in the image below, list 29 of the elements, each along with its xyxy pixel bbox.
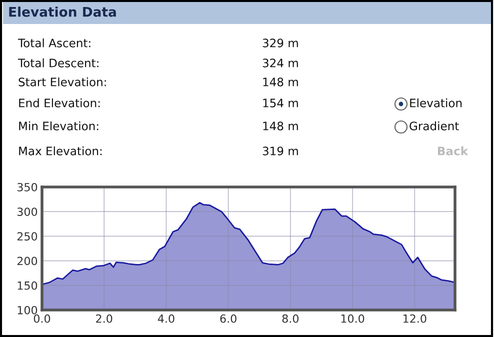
text: 324 m <box>262 58 298 68</box>
text: 154 m <box>263 98 298 108</box>
text: 329 m <box>262 38 298 48</box>
text: Total Ascent: <box>18 38 90 48</box>
text: 319 m <box>262 146 298 156</box>
x-tick-label: 10.0 <box>341 314 364 323</box>
text: Max Elevation: <box>19 146 102 156</box>
text: Back <box>438 146 468 156</box>
x-tick-label: 2.0 <box>96 314 112 323</box>
x-tick-label: 0.0 <box>34 314 50 323</box>
y-tick-label: 300 <box>17 208 38 216</box>
x-tick-label: 4.0 <box>158 314 174 323</box>
text: Elevation Data <box>9 6 116 17</box>
text: 148 m <box>263 78 298 86</box>
x-tick-label: 8.0 <box>282 314 299 323</box>
y-tick-label: 100 <box>18 306 38 314</box>
text: Elevation <box>410 98 462 108</box>
text: Start Elevation: <box>18 77 106 86</box>
text: End Elevation: <box>19 98 100 108</box>
text: Gradient <box>410 121 459 130</box>
text: 148 m <box>263 122 298 130</box>
x-tick-label: 6.0 <box>220 314 236 323</box>
y-tick-label: 350 <box>17 182 38 192</box>
y-tick-label: 150 <box>18 281 38 290</box>
text: Min Elevation: <box>19 121 98 130</box>
y-tick-label: 250 <box>17 232 38 241</box>
text: Total Descent: <box>18 58 98 68</box>
x-tick-label: 12.0 <box>403 314 426 323</box>
y-tick-label: 200 <box>17 256 38 266</box>
